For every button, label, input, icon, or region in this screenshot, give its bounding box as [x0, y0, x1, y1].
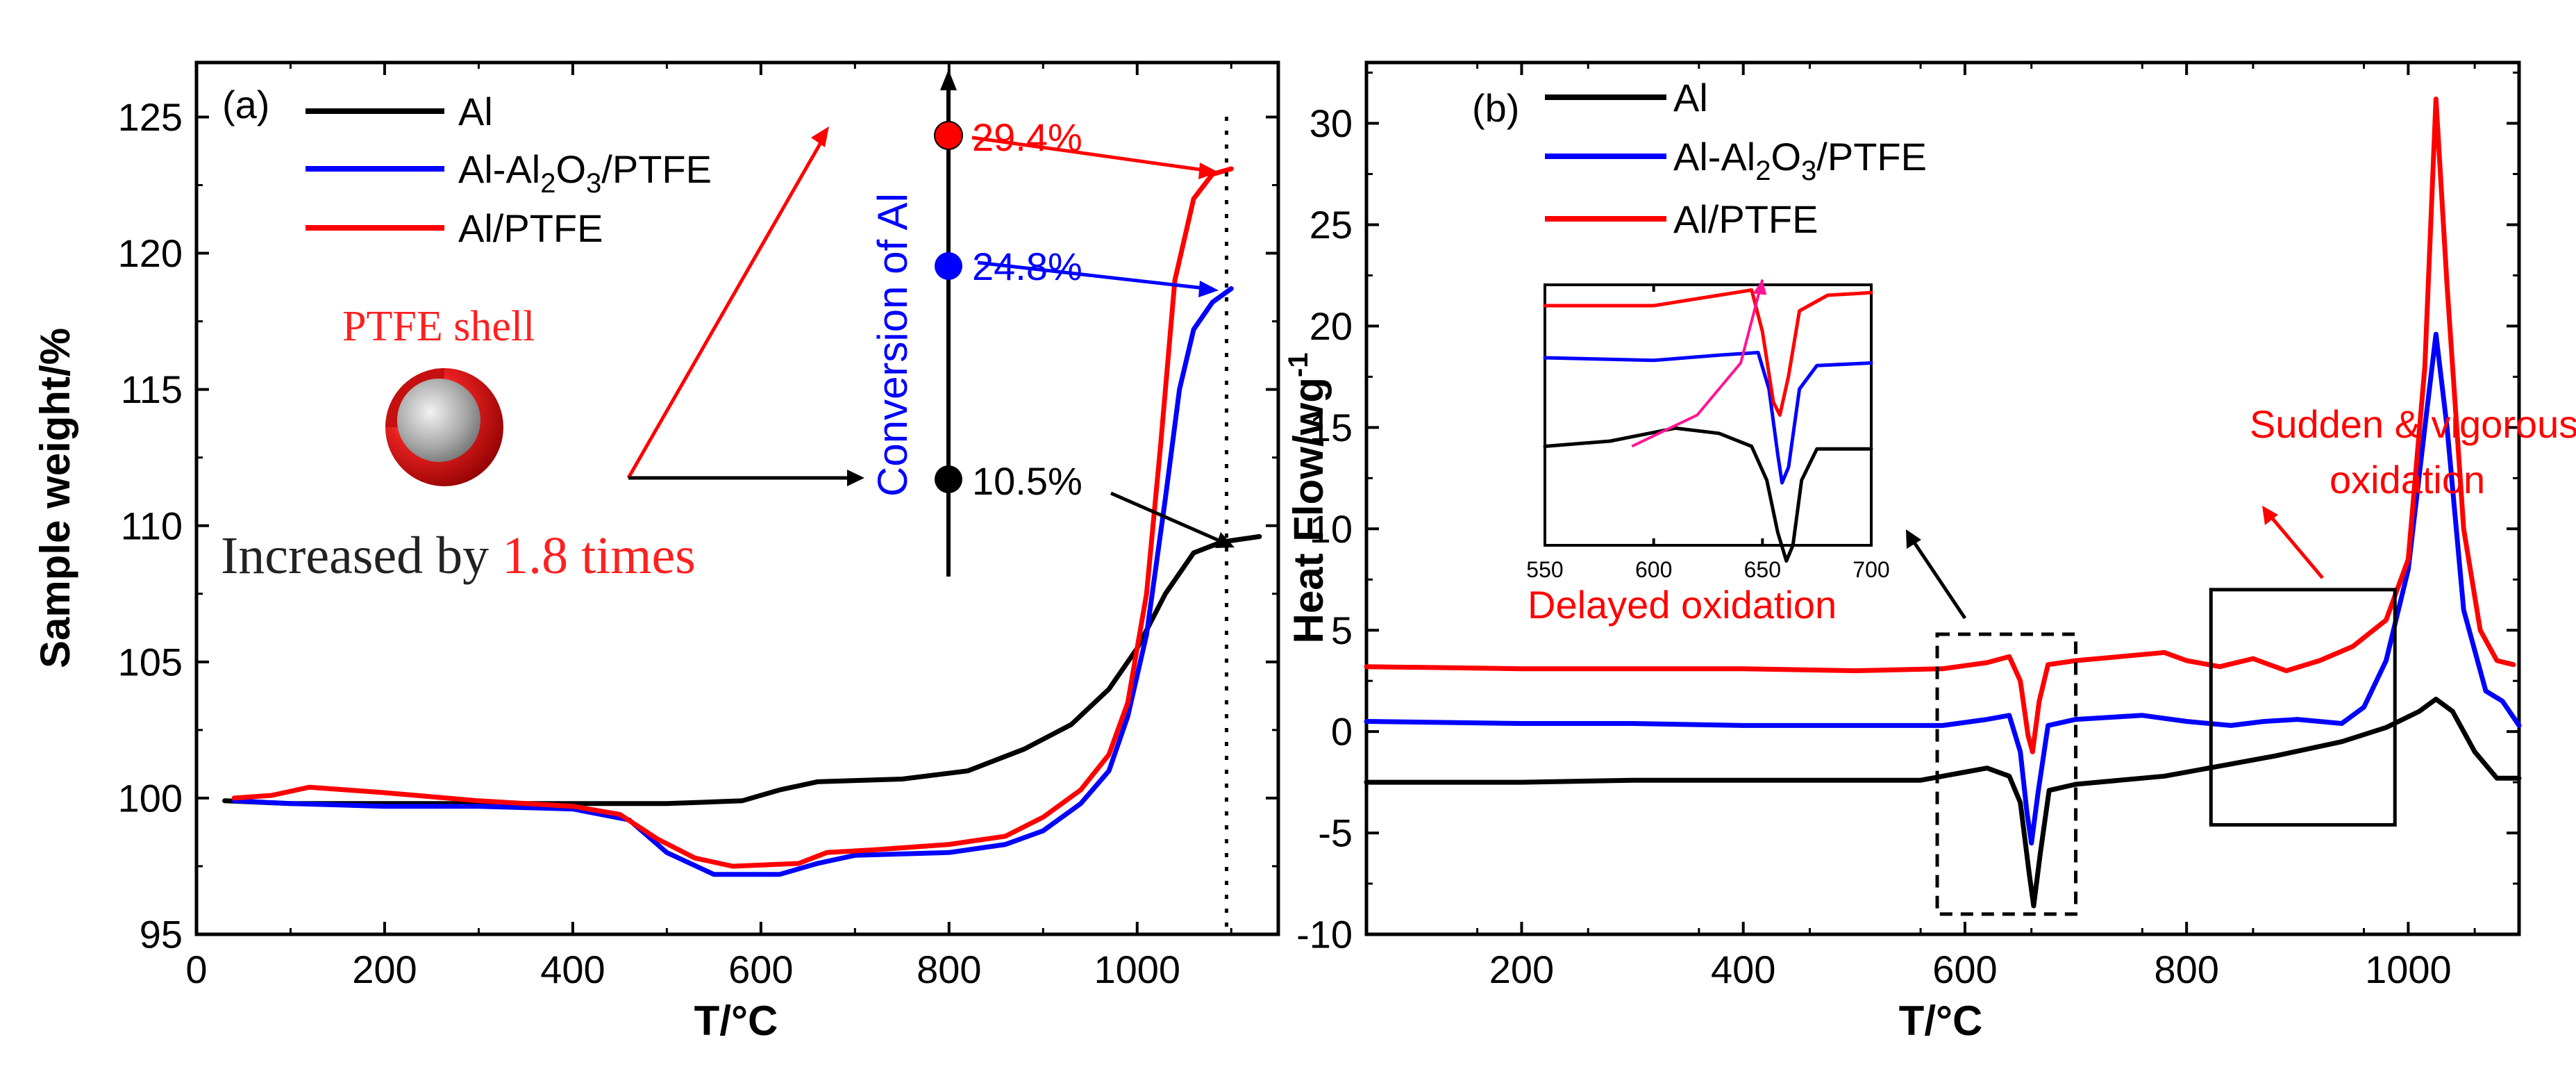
panel-a-annotation-arrows [626, 126, 1235, 548]
ptfe-shell-sphere [385, 368, 503, 486]
panel-a-frame [194, 60, 1280, 936]
panel-b-ylabel-sup: -1 [1283, 353, 1314, 378]
inset-caption: Delayed oxidation [1528, 583, 1837, 627]
panel-b-ytick-label--5: -5 [1318, 811, 1353, 855]
conversion-point-red [934, 121, 963, 150]
panel-b-series-al [1364, 696, 2522, 909]
panel-a-chart: 0 200 400 600 800 1000 95 100 105 110 115 120 125 (a… [32, 60, 1280, 1044]
conversion-axis-label: Conversion of Al [869, 193, 916, 497]
panel-a-ytick-label-120: 120 [118, 231, 183, 275]
inset-xtick-label-600: 600 [1635, 557, 1672, 582]
panel-b-ytick-label-30: 30 [1310, 101, 1353, 145]
panel-a-series-al-ptfe [231, 166, 1234, 869]
panel-b-ytick-label-15: 15 [1310, 406, 1353, 449]
panel-b-legend: Al Al-Al2O3/PTFE Al/PTFE [1545, 76, 1927, 241]
panel-a-xtick-label-400: 400 [540, 948, 605, 991]
dashed-highlight-box [1935, 632, 2078, 916]
panel-b-annotation-arrows [1906, 506, 2324, 620]
panel-b-series-al-al2o3-ptfe [1364, 331, 2522, 846]
inset-series-al-ptfe [1543, 288, 1873, 417]
panel-b-highlight-boxes [1935, 588, 2397, 916]
panel-a-xtick-label-200: 200 [352, 948, 417, 991]
panel-b-ytick-label-25: 25 [1310, 203, 1353, 247]
panel-b-ytick-label--10: -10 [1296, 913, 1353, 957]
panel-b-frame [1364, 60, 2521, 936]
peak-caption-line2: oxidation [2330, 458, 2485, 502]
peak-caption-line1: Sudden & vigorous [2250, 402, 2576, 446]
panel-a-ytick-label-105: 105 [118, 640, 183, 684]
panel-a-legend: Al Al-Al2O3/PTFE Al/PTFE [306, 90, 712, 250]
panel-a-series-al-al2o3-ptfe [231, 286, 1234, 877]
panel-a-series [222, 117, 1262, 934]
panel-b-ylabel: Heat Flow/wg-1 [1283, 353, 1332, 644]
panel-b-ytick-label-10: 10 [1310, 507, 1353, 551]
inset-chart: 550 600 650 700 [1526, 279, 1890, 582]
panel-b-xtick-label-600: 600 [1932, 948, 1997, 991]
panel-a-xtick-label-600: 600 [728, 948, 793, 991]
panel-b-xtick-label-800: 800 [2154, 948, 2218, 991]
conversion-label-10-5: 10.5% [972, 459, 1082, 503]
panel-a-ytick-label-110: 110 [121, 504, 183, 547]
panel-b-xtick-label-200: 200 [1489, 948, 1554, 991]
inset-frame [1544, 283, 1873, 547]
solid-highlight-box [2209, 588, 2397, 827]
panel-a-series-al [222, 533, 1262, 806]
legend-a-al: Al [458, 90, 493, 133]
inset-series-al-al2o3-ptfe [1543, 351, 1873, 485]
panel-b-series [1364, 97, 2522, 909]
panel-a-ylabel: Sample weight/% [32, 328, 78, 668]
panel-b-xtick-label-400: 400 [1711, 948, 1775, 991]
conversion-point-black [935, 465, 962, 493]
inset-onset-arrow-head [1753, 279, 1767, 295]
panel-a-ytick-label-125: 125 [118, 95, 183, 139]
increase-text: Increased by 1.8 times [221, 527, 696, 585]
inset-onset-arrow-line [1631, 279, 1764, 448]
legend-b-al-al2o3-ptfe: Al-Al2O3/PTFE [1673, 135, 1927, 186]
legend-b-al: Al [1673, 76, 1708, 119]
conversion-axis: 29.4% 24.8% 10.5% Conversion of Al [869, 69, 1082, 577]
conversion-label-24-8: 24.8% [972, 245, 1082, 288]
panel-b-xlabel: T/°C [1899, 998, 1983, 1044]
legend-a-al-al2o3-ptfe: Al-Al2O3/PTFE [458, 147, 712, 199]
inset-xtick-label-550: 550 [1526, 557, 1563, 582]
panel-a-xtick-label-0: 0 [185, 948, 207, 991]
panel-a-ticks: 0 200 400 600 800 1000 95 100 105 110 115 120 125 [118, 63, 1278, 991]
panel-b-ylabel-main: Heat Flow/wg [1285, 377, 1332, 643]
inset-series [1543, 279, 1873, 563]
ptfe-shell-label: PTFE shell [342, 303, 535, 350]
panel-b-ytick-label-20: 20 [1310, 304, 1353, 348]
panel-b-ytick-label-5: 5 [1331, 609, 1353, 652]
conversion-label-29-4: 29.4% [972, 115, 1082, 159]
panel-a-label: (a) [222, 83, 269, 126]
panel-b-ytick-label-0: 0 [1331, 710, 1353, 754]
panel-b-chart: 200 400 600 800 1000 -10 -5 0 5 10 15 20 25 30 (b) Al… [1283, 60, 2576, 1044]
legend-b-al-ptfe: Al/PTFE [1673, 197, 1818, 241]
conversion-point-blue [935, 252, 962, 280]
panel-a-xtick-label-800: 800 [917, 948, 981, 991]
panel-b-ticks: 200 400 600 800 1000 -10 -5 0 5 10 15 20 25 30 [1296, 63, 2519, 991]
panel-b-label: (b) [1472, 86, 1519, 130]
legend-a-al-ptfe: Al/PTFE [458, 206, 603, 250]
panel-a-ytick-label-115: 115 [121, 367, 183, 411]
increase-prefix: Increased by [221, 527, 502, 585]
panel-a-ytick-label-100: 100 [118, 777, 183, 820]
inset-ticks: 550 600 650 700 [1526, 285, 1890, 582]
inset-xtick-label-700: 700 [1852, 557, 1889, 582]
panel-a-ytick-label-95: 95 [140, 913, 183, 957]
increase-value: 1.8 times [502, 527, 696, 585]
inset-xtick-label-650: 650 [1744, 557, 1781, 582]
panel-a-xtick-label-1000: 1000 [1094, 948, 1180, 991]
panel-b-series-al-ptfe [1364, 97, 2516, 754]
panel-b-xtick-label-1000: 1000 [2365, 948, 2452, 991]
panel-a-xlabel: T/°C [694, 998, 778, 1044]
